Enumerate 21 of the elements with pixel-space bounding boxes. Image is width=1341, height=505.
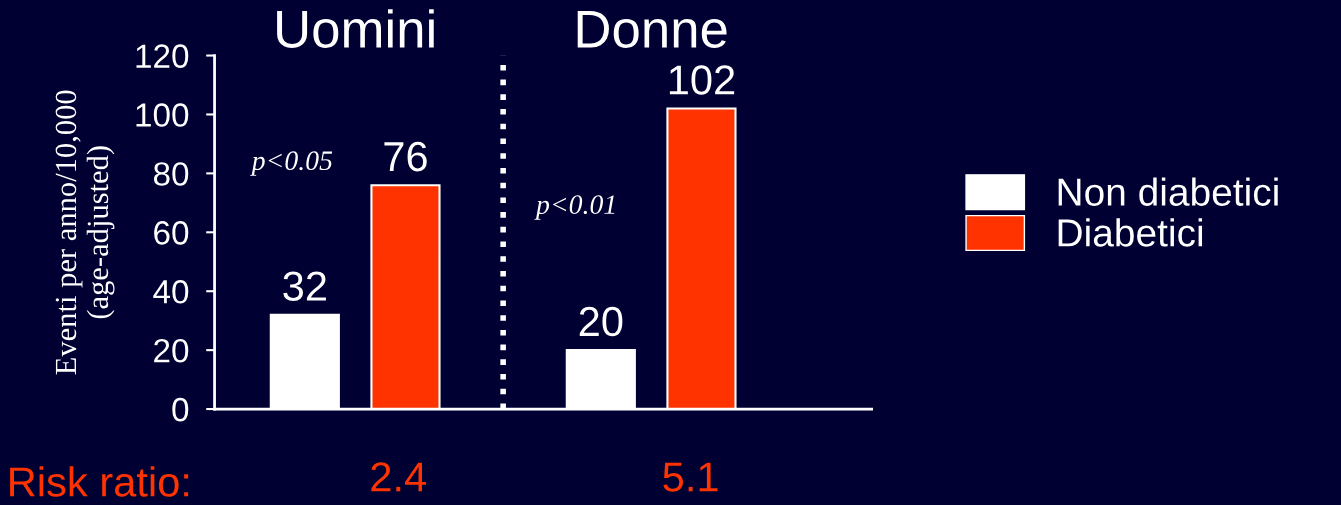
text: 2.4 (371, 462, 427, 492)
y-tick-label: 120 (136, 44, 189, 68)
y-tick-label: 100 (136, 103, 189, 127)
y-tick-label: 20 (154, 338, 189, 363)
data-label: 102 (669, 65, 735, 95)
text: 5.1 (663, 462, 718, 492)
data-label: 76 (384, 141, 427, 172)
annotation: p<0.01 (534, 195, 615, 220)
y-tick-label: 60 (154, 221, 189, 245)
x-tick-label: Donne (577, 11, 727, 48)
legend-label: Diabetici (1058, 218, 1203, 247)
y-axis-title: Eventi per anno/10,000 (age-adjusted) (55, 90, 115, 375)
annotation: p<0.05 (250, 151, 333, 176)
text: Risk ratio: (10, 466, 189, 497)
data-label: 20 (579, 306, 623, 337)
data-label: 32 (283, 271, 326, 301)
x-tick-label: Uomini (277, 9, 434, 48)
y-tick-label: 40 (153, 280, 189, 304)
y-tick-label: 0 (172, 397, 189, 422)
legend-label: Non diabetici (1058, 177, 1278, 206)
y-tick-label: 80 (153, 162, 189, 186)
